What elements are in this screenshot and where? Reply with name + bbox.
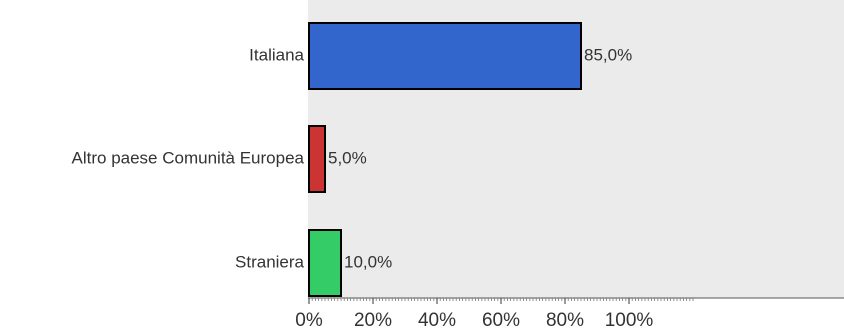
- x-axis: 0% 20% 40% 60% 80% 100%: [295, 297, 844, 331]
- bar-1: [308, 125, 326, 193]
- tick-label-4: 80%: [546, 310, 584, 331]
- tick-label-0: 0%: [295, 310, 323, 331]
- category-label-0: Italiana: [249, 45, 304, 64]
- bar-2: [308, 229, 342, 297]
- category-label-2: Straniera: [235, 252, 305, 271]
- tick-label-2: 40%: [418, 310, 456, 331]
- category-label-1: Altro paese Comunità Europea: [72, 148, 305, 167]
- tick-label-1: 20%: [354, 310, 392, 331]
- data-label-1: 5,0%: [328, 148, 367, 167]
- tick-label-5: 100%: [605, 310, 654, 331]
- data-label-2: 10,0%: [344, 252, 392, 271]
- bar-0: [308, 22, 582, 90]
- data-label-0: 85,0%: [584, 45, 632, 64]
- tick-label-3: 60%: [482, 310, 520, 331]
- bars-group: Italiana 85,0% Altro paese Comunità Europe…: [72, 22, 632, 297]
